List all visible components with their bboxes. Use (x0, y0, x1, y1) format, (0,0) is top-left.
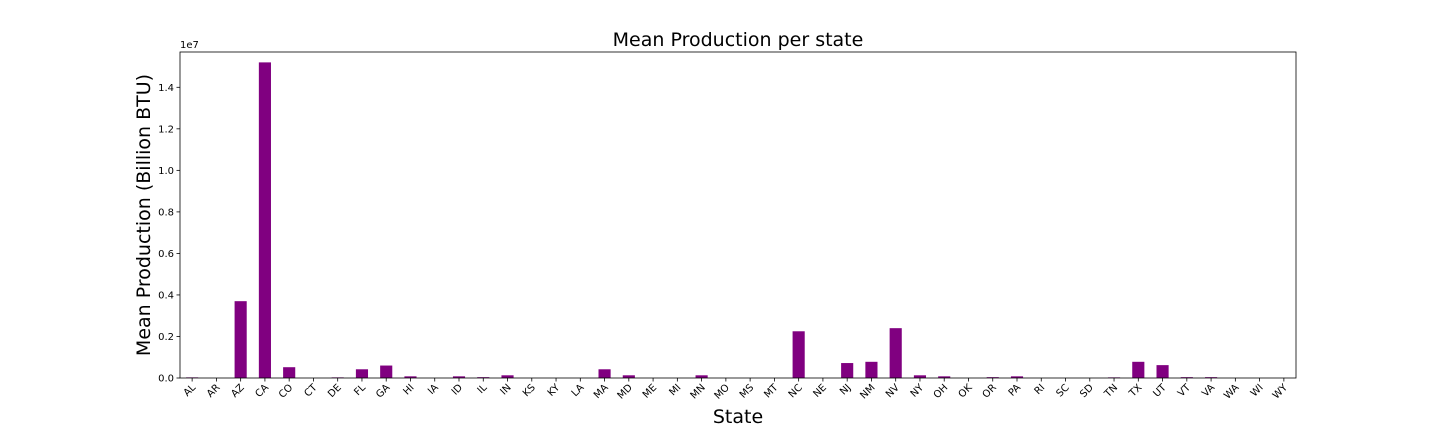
bar-ma (598, 369, 611, 378)
bar-in (501, 375, 514, 378)
x-tick-label-tn: TN (1102, 382, 1120, 400)
bar-il (477, 377, 490, 378)
y-tick-label: 0.2 (158, 332, 174, 343)
bar-va (1205, 377, 1218, 378)
x-tick-label-sc: SC (1054, 382, 1071, 399)
x-tick-label-wa: WA (1222, 382, 1241, 401)
bar-nm (865, 361, 878, 378)
x-tick-label-nv: NV (884, 382, 902, 400)
x-tick-label-mn: MN (689, 382, 708, 401)
x-tick-label-mo: MO (713, 382, 733, 402)
bar-id (452, 376, 466, 378)
x-tick-label-ga: GA (374, 382, 392, 400)
bar-nv (889, 328, 902, 378)
x-tick-label-ma: MA (592, 382, 611, 401)
y-tick-label: 0.8 (158, 207, 174, 218)
x-tick-label-id: ID (450, 382, 466, 398)
bar-fl (355, 369, 369, 378)
bar-hi (404, 376, 417, 378)
x-tick-label-ne: NE (811, 382, 829, 400)
x-tick-label-ks: KS (521, 382, 538, 399)
x-tick-label-ca: CA (253, 382, 271, 400)
x-tick-label-ia: IA (426, 382, 441, 397)
bar-pa (1010, 376, 1024, 378)
x-tick-label-la: LA (570, 382, 587, 399)
x-tick-label-ms: MS (738, 382, 756, 400)
x-tick-label-ct: CT (303, 382, 321, 400)
bar-ut (1156, 365, 1169, 378)
x-tick-label-hi: HI (401, 382, 416, 397)
x-tick-label-nj: NJ (838, 382, 853, 397)
x-tick-label-ut: UT (1151, 382, 1169, 400)
x-tick-label-or: OR (981, 382, 999, 400)
bar-az (234, 301, 247, 378)
x-tick-label-de: DE (326, 382, 344, 400)
y-tick-label: 1.2 (158, 124, 174, 135)
x-tick-label-nc: NC (787, 382, 805, 400)
x-tick-label-me: ME (641, 382, 659, 400)
bar-or (986, 377, 999, 378)
x-tick-label-mi: MI (668, 382, 684, 398)
y-tick-label: 0.0 (158, 374, 174, 385)
x-tick-label-il: IL (476, 382, 490, 396)
x-tick-label-ky: KY (546, 382, 563, 399)
x-tick-label-md: MD (616, 382, 636, 402)
bar-ga (380, 365, 393, 378)
bar-vt (1180, 377, 1193, 378)
x-tick-label-mt: MT (762, 382, 781, 401)
x-tick-label-wi: WI (1249, 382, 1266, 399)
x-tick-label-ri: RI (1033, 382, 1048, 397)
bar-ny (913, 375, 927, 378)
x-tick-label-in: IN (498, 382, 513, 397)
bar-oh (938, 376, 951, 378)
bar-co (283, 367, 296, 378)
x-tick-label-va: VA (1200, 382, 1217, 399)
bar-mn (695, 375, 708, 378)
y-axis-label: Mean Production (Billion BTU) (133, 74, 155, 356)
x-tick-label-sd: SD (1078, 382, 1096, 400)
bars-group (186, 62, 1218, 378)
x-tick-label-co: CO (277, 382, 295, 400)
x-tick-label-pa: PA (1007, 382, 1024, 399)
bar-nj (841, 363, 854, 378)
x-axis-label: State (713, 406, 763, 428)
y-tick-label: 1.4 (158, 83, 174, 94)
x-tick-label-az: AZ (229, 382, 247, 400)
y-tick-label: 0.6 (158, 249, 174, 260)
x-axis: AL AR AZ CA CO CT DE FL GA HI IA ID IL IN KS KY LA MA MD ME… (182, 378, 1291, 402)
x-tick-label-ok: OK (957, 382, 975, 400)
y-axis-offset-label: 1e7 (180, 40, 199, 51)
x-tick-label-nm: NM (858, 382, 877, 401)
x-tick-label-al: AL (182, 382, 199, 399)
y-tick-label: 0.4 (158, 290, 174, 301)
bar-tx (1132, 361, 1145, 378)
x-tick-label-ar: AR (205, 382, 223, 400)
bar-nc (792, 331, 805, 378)
bar-md (622, 375, 635, 378)
x-tick-label-fl: FL (352, 382, 368, 398)
x-tick-label-tx: TX (1127, 382, 1145, 400)
bar-ca (258, 62, 271, 378)
x-tick-label-wy: WY (1271, 382, 1291, 402)
y-axis: 0.0 0.2 0.4 0.6 0.8 1.0 1.2 1.4 (158, 83, 180, 385)
plot-frame (179, 51, 1297, 379)
x-tick-label-vt: VT (1176, 382, 1194, 400)
x-tick-label-oh: OH (932, 382, 951, 401)
x-tick-label-ny: NY (909, 382, 927, 400)
y-tick-label: 1.0 (158, 166, 174, 177)
chart-title: Mean Production per state (613, 29, 864, 51)
